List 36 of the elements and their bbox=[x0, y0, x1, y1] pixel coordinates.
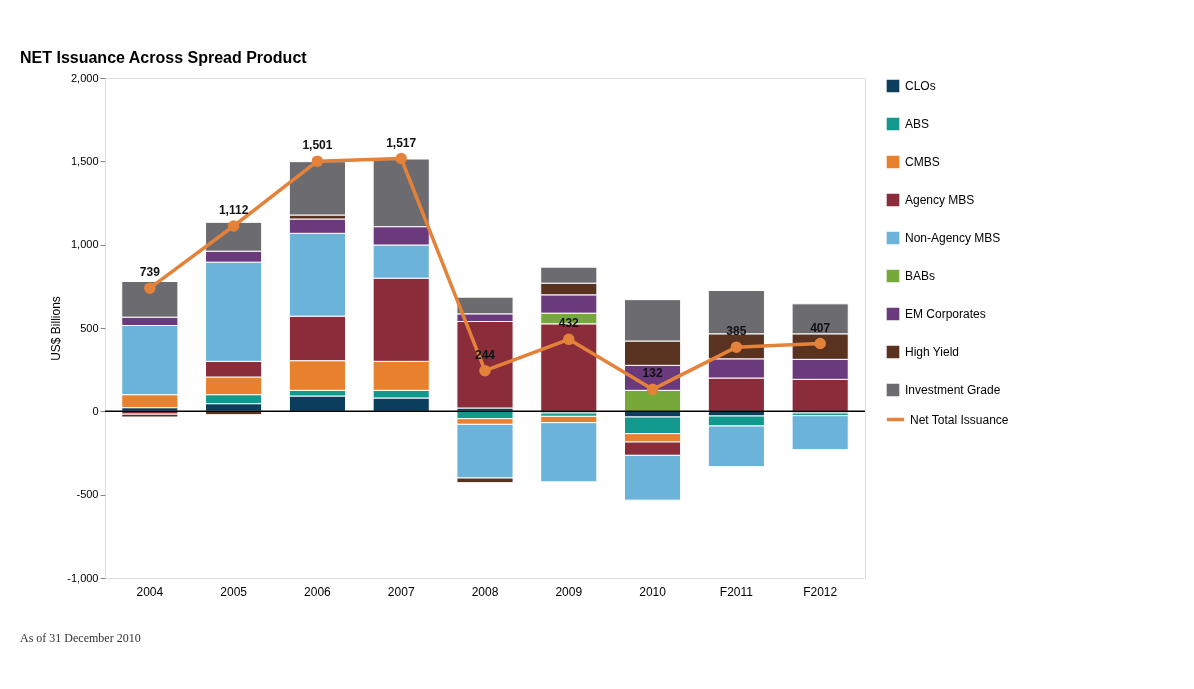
chart-title: NET Issuance Across Spread Product bbox=[20, 49, 308, 66]
y-axis-title: US$ Billions bbox=[49, 296, 64, 361]
y-tick-label: 1,000 bbox=[70, 238, 99, 251]
data-label: 739 bbox=[139, 265, 161, 280]
x-tick-label: 2008 bbox=[471, 584, 499, 599]
y-tick-label: -500 bbox=[76, 488, 99, 501]
data-label: 432 bbox=[558, 316, 580, 331]
data-label: 132 bbox=[642, 366, 663, 381]
data-label: 407 bbox=[810, 320, 831, 335]
x-tick-label: F2011 bbox=[719, 584, 754, 599]
y-tick-label: 0 bbox=[92, 404, 99, 417]
x-tick-label: 2005 bbox=[220, 584, 248, 599]
legend-label: Non-Agency MBS bbox=[905, 231, 1001, 245]
legend-label: Agency MBS bbox=[905, 193, 975, 207]
legend-label: High Yield bbox=[905, 345, 960, 359]
x-tick-label: 2007 bbox=[387, 584, 415, 599]
legend-label: EM Corporates bbox=[905, 307, 986, 321]
x-tick-label: 2004 bbox=[136, 584, 164, 599]
legend-label: ABS bbox=[905, 117, 930, 131]
data-label: 1,517 bbox=[386, 135, 417, 150]
legend-label: Net Total Issuance bbox=[910, 412, 1009, 427]
y-tick-label: 500 bbox=[80, 321, 99, 334]
legend-label: CMBS bbox=[905, 155, 940, 169]
y-tick-label: -1,000 bbox=[67, 571, 99, 584]
x-tick-label: 2009 bbox=[555, 584, 583, 599]
data-label: 1,501 bbox=[302, 138, 333, 153]
legend-label: CLOs bbox=[905, 79, 936, 93]
legend-label: BABs bbox=[905, 269, 936, 283]
y-tick-label: 1,500 bbox=[70, 154, 99, 167]
x-tick-label: 2010 bbox=[639, 584, 667, 599]
legend-label: Investment Grade bbox=[905, 383, 1001, 397]
x-tick-label: 2006 bbox=[304, 584, 332, 599]
text: As of 31 December 2010 bbox=[20, 631, 141, 645]
data-label: 1,112 bbox=[218, 203, 249, 217]
y-tick-label: 2,000 bbox=[70, 71, 99, 84]
x-tick-label: F2012 bbox=[803, 584, 838, 599]
